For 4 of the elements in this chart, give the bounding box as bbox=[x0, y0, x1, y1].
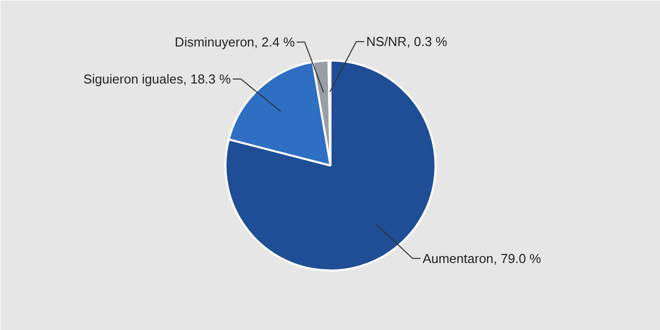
slice-label: Disminuyeron, 2.4 % bbox=[174, 34, 296, 50]
slice-label: Aumentaron, 79.0 % bbox=[422, 250, 542, 266]
slice-label: Siguieron iguales, 18.3 % bbox=[83, 72, 232, 87]
slice-label: NS/NR, 0.3 % bbox=[366, 34, 448, 50]
